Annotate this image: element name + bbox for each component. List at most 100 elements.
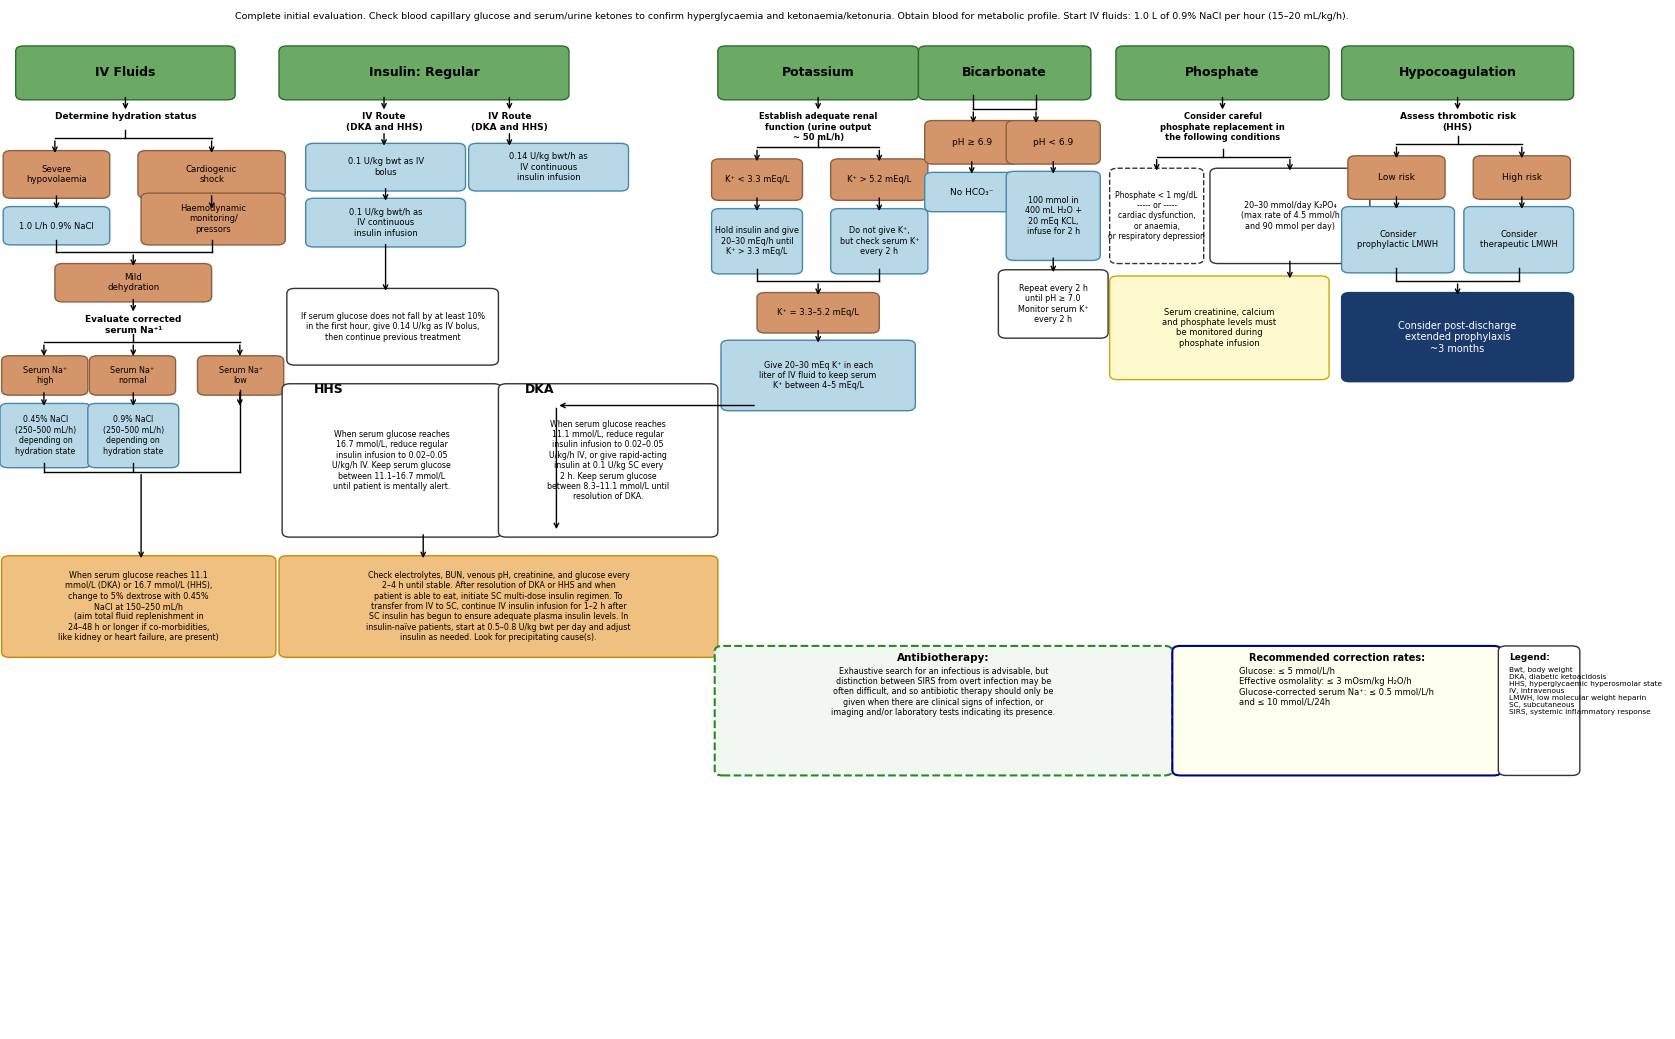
FancyBboxPatch shape	[499, 383, 719, 537]
Text: Hold insulin and give
20–30 mEq/h until
K⁺ > 3.3 mEq/L: Hold insulin and give 20–30 mEq/h until …	[715, 227, 799, 257]
Text: Give 20–30 mEq K⁺ in each
liter of IV fluid to keep serum
K⁺ between 4–5 mEq/L: Give 20–30 mEq K⁺ in each liter of IV fl…	[759, 361, 876, 391]
FancyBboxPatch shape	[3, 151, 111, 198]
FancyBboxPatch shape	[757, 293, 879, 332]
FancyBboxPatch shape	[712, 159, 802, 201]
Text: pH < 6.9: pH < 6.9	[1033, 138, 1074, 146]
Text: Hypocoagulation: Hypocoagulation	[1399, 66, 1516, 79]
Text: DKA: DKA	[524, 382, 554, 396]
FancyBboxPatch shape	[925, 172, 1018, 212]
FancyBboxPatch shape	[925, 121, 1018, 164]
Text: Mild
dehydration: Mild dehydration	[107, 273, 159, 292]
Text: When serum glucose reaches 11.1
mmol/L (DKA) or 16.7 mmol/L (HHS),
change to 5% : When serum glucose reaches 11.1 mmol/L (…	[59, 570, 219, 642]
Text: Severe
hypovolaemia: Severe hypovolaemia	[27, 165, 87, 184]
Text: Do not give K⁺,
but check serum K⁺
every 2 h: Do not give K⁺, but check serum K⁺ every…	[839, 227, 920, 257]
Text: IV Fluids: IV Fluids	[95, 66, 156, 79]
FancyBboxPatch shape	[1172, 646, 1501, 775]
Text: High risk: High risk	[1502, 174, 1543, 182]
Text: Serum Na⁺
normal: Serum Na⁺ normal	[111, 366, 154, 385]
FancyBboxPatch shape	[918, 46, 1090, 100]
FancyBboxPatch shape	[1348, 156, 1446, 199]
FancyBboxPatch shape	[1464, 207, 1573, 273]
FancyBboxPatch shape	[286, 289, 499, 365]
FancyBboxPatch shape	[1109, 168, 1204, 264]
FancyBboxPatch shape	[281, 383, 501, 537]
Text: Recommended correction rates:: Recommended correction rates:	[1250, 654, 1425, 663]
FancyBboxPatch shape	[1499, 646, 1580, 775]
Text: Haemodynamic
monitoring/
pressors: Haemodynamic monitoring/ pressors	[181, 204, 246, 234]
FancyBboxPatch shape	[1342, 207, 1454, 273]
Text: K⁺ = 3.3–5.2 mEq/L: K⁺ = 3.3–5.2 mEq/L	[777, 309, 859, 317]
Text: 0.1 U/kg bwt as IV
bolus: 0.1 U/kg bwt as IV bolus	[347, 158, 424, 177]
FancyBboxPatch shape	[198, 355, 283, 395]
FancyBboxPatch shape	[89, 355, 176, 395]
Text: K⁺ > 5.2 mEq/L: K⁺ > 5.2 mEq/L	[848, 176, 911, 184]
FancyBboxPatch shape	[137, 151, 285, 198]
Text: Check electrolytes, BUN, venous pH, creatinine, and glucose every
2–4 h until st: Check electrolytes, BUN, venous pH, crea…	[367, 570, 631, 642]
FancyBboxPatch shape	[1474, 156, 1571, 199]
Text: Repeat every 2 h
until pH ≥ 7.0
Monitor serum K⁺
every 2 h: Repeat every 2 h until pH ≥ 7.0 Monitor …	[1018, 284, 1089, 324]
Text: Bwt, body weight
DKA, diabetic ketoacidosis
HHS, hyperglycaemic hyperosmolar sta: Bwt, body weight DKA, diabetic ketoacido…	[1509, 667, 1662, 715]
FancyBboxPatch shape	[998, 270, 1109, 338]
Text: Legend:: Legend:	[1509, 654, 1549, 662]
Text: Low risk: Low risk	[1379, 174, 1415, 182]
Text: When serum glucose reaches
16.7 mmol/L, reduce regular
insulin infusion to 0.02–: When serum glucose reaches 16.7 mmol/L, …	[332, 430, 451, 491]
Text: Consider
prophylactic LMWH: Consider prophylactic LMWH	[1357, 230, 1439, 249]
FancyBboxPatch shape	[715, 646, 1172, 775]
Text: pH ≥ 6.9: pH ≥ 6.9	[951, 138, 992, 146]
Text: K⁺ < 3.3 mEq/L: K⁺ < 3.3 mEq/L	[725, 176, 789, 184]
FancyBboxPatch shape	[719, 46, 918, 100]
FancyBboxPatch shape	[305, 143, 466, 191]
FancyBboxPatch shape	[720, 340, 915, 410]
Text: Evaluate corrected
serum Na⁺¹: Evaluate corrected serum Na⁺¹	[85, 316, 181, 335]
Text: Consider post-discharge
extended prophylaxis
~3 months: Consider post-discharge extended prophyl…	[1399, 320, 1518, 353]
Text: 0.45% NaCl
(250–500 mL/h)
depending on
hydration state: 0.45% NaCl (250–500 mL/h) depending on h…	[15, 416, 75, 456]
FancyBboxPatch shape	[141, 193, 285, 245]
Text: Serum Na⁺
low: Serum Na⁺ low	[218, 366, 263, 385]
Text: No HCO₃⁻: No HCO₃⁻	[950, 188, 993, 196]
FancyBboxPatch shape	[1109, 276, 1328, 379]
Text: Serum creatinine, calcium
and phosphate levels must
be monitored during
phosphat: Serum creatinine, calcium and phosphate …	[1162, 308, 1276, 348]
Text: When serum glucose reaches
11.1 mmol/L, reduce regular
insulin infusion to 0.02–: When serum glucose reaches 11.1 mmol/L, …	[548, 420, 670, 502]
Text: Complete initial evaluation. Check blood capillary glucose and serum/urine keton: Complete initial evaluation. Check blood…	[235, 11, 1348, 21]
FancyBboxPatch shape	[1007, 171, 1100, 261]
Text: IV Route
(DKA and HHS): IV Route (DKA and HHS)	[471, 112, 548, 132]
Text: 100 mmol in
400 mL H₂O +
20 mEq KCL,
infuse for 2 h: 100 mmol in 400 mL H₂O + 20 mEq KCL, inf…	[1025, 195, 1082, 236]
Text: Potassium: Potassium	[782, 66, 854, 79]
Text: Consider
therapeutic LMWH: Consider therapeutic LMWH	[1479, 230, 1558, 249]
Text: 0.14 U/kg bwt/h as
IV continuous
insulin infusion: 0.14 U/kg bwt/h as IV continuous insulin…	[509, 153, 588, 182]
FancyBboxPatch shape	[469, 143, 628, 191]
FancyBboxPatch shape	[712, 209, 802, 274]
FancyBboxPatch shape	[831, 209, 928, 274]
FancyBboxPatch shape	[831, 159, 928, 201]
Text: 0.9% NaCl
(250–500 mL/h)
depending on
hydration state: 0.9% NaCl (250–500 mL/h) depending on hy…	[102, 416, 164, 456]
FancyBboxPatch shape	[1007, 121, 1100, 164]
FancyBboxPatch shape	[1116, 46, 1328, 100]
Text: Exhaustive search for an infectious is advisable, but
distinction between SIRS f: Exhaustive search for an infectious is a…	[831, 667, 1055, 717]
FancyBboxPatch shape	[1342, 293, 1573, 381]
FancyBboxPatch shape	[1342, 46, 1573, 100]
Text: Insulin: Regular: Insulin: Regular	[368, 66, 479, 79]
FancyBboxPatch shape	[305, 198, 466, 247]
FancyBboxPatch shape	[280, 556, 719, 658]
Text: Antibiotherapy:: Antibiotherapy:	[898, 654, 990, 663]
FancyBboxPatch shape	[1209, 168, 1370, 264]
FancyBboxPatch shape	[15, 46, 234, 100]
Text: HHS: HHS	[313, 382, 343, 396]
Text: Glucose: ≤ 5 mmol/L/h
Effective osmolality: ≤ 3 mOsm/kg H₂O/h
Glucose-corrected : Glucose: ≤ 5 mmol/L/h Effective osmolali…	[1240, 667, 1434, 707]
Text: 0.1 U/kg bwt/h as
IV continuous
insulin infusion: 0.1 U/kg bwt/h as IV continuous insulin …	[348, 208, 422, 238]
Text: Phosphate < 1 mg/dL
----- or -----
cardiac dysfunction,
or anaemia,
or respirato: Phosphate < 1 mg/dL ----- or ----- cardi…	[1109, 190, 1204, 241]
Text: Consider careful
phosphate replacement in
the following conditions: Consider careful phosphate replacement i…	[1161, 112, 1285, 142]
FancyBboxPatch shape	[55, 264, 211, 302]
Text: Cardiogenic
shock: Cardiogenic shock	[186, 165, 238, 184]
FancyBboxPatch shape	[87, 403, 179, 468]
FancyBboxPatch shape	[3, 207, 111, 245]
Text: Assess thrombotic risk
(HHS): Assess thrombotic risk (HHS)	[1400, 112, 1516, 132]
Text: 20–30 mmol/day K₂PO₄
(max rate of 4.5 mmol/h
and 90 mmol per day): 20–30 mmol/day K₂PO₄ (max rate of 4.5 mm…	[1241, 201, 1340, 231]
Text: Phosphate: Phosphate	[1186, 66, 1260, 79]
FancyBboxPatch shape	[2, 355, 87, 395]
FancyBboxPatch shape	[2, 556, 276, 658]
Text: Determine hydration status: Determine hydration status	[55, 112, 196, 122]
Text: Establish adequate renal
function (urine output
~ 50 mL/h): Establish adequate renal function (urine…	[759, 112, 878, 142]
Text: Bicarbonate: Bicarbonate	[961, 66, 1047, 79]
Text: IV Route
(DKA and HHS): IV Route (DKA and HHS)	[345, 112, 422, 132]
